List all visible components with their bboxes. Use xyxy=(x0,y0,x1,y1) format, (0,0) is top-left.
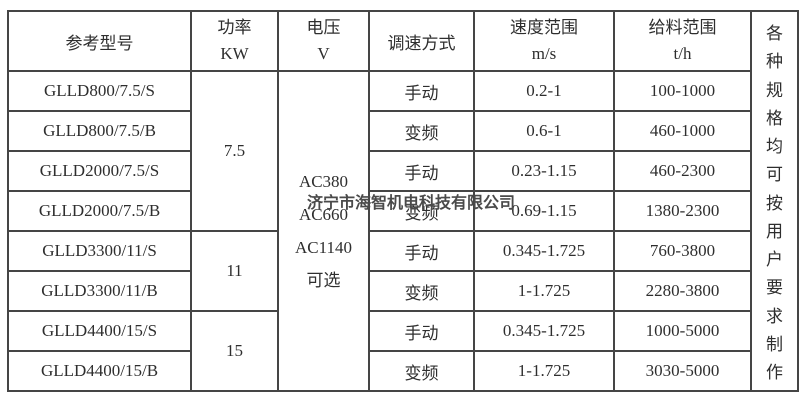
table-row: GLLD4400/15/S 15 手动 0.345-1.725 1000-500… xyxy=(7,310,798,392)
model-cell: GLLD3300/11/S xyxy=(7,230,192,272)
feed-cell: 3030-5000 xyxy=(613,350,752,392)
feed-cell: 1380-2300 xyxy=(613,190,752,232)
feed-cell: 760-3800 xyxy=(613,230,752,272)
voltage-cell: AC380 AC660 AC1140 可选 xyxy=(277,70,370,392)
mode-cell: 手动 xyxy=(368,150,475,192)
model-cell: GLLD4400/15/B xyxy=(7,350,192,392)
spec-table: 参考型号 功率 KW 电压 V 调速方式 速度范围 m/s 给料范围 t/h 各… xyxy=(7,10,799,392)
header-power: 功率 KW xyxy=(190,10,279,72)
power-group-cell: 7.5 xyxy=(190,70,279,232)
mode-cell: 变频 xyxy=(368,110,475,152)
header-speed-range: 速度范围 m/s xyxy=(473,10,615,72)
speed-cell: 0.69-1.15 xyxy=(473,190,615,232)
header-speed-range-unit: m/s xyxy=(531,44,557,63)
header-power-unit: KW xyxy=(220,44,249,63)
header-speed-range-label: 速度范围 xyxy=(510,18,578,37)
watermark-text: 济宁市海智机电科技有限公司 xyxy=(307,195,516,212)
power-group-cell: 15 xyxy=(190,310,279,392)
feed-cell: 1000-5000 xyxy=(613,310,752,352)
feed-cell: 460-1000 xyxy=(613,110,752,152)
model-cell: GLLD3300/11/B xyxy=(7,270,192,312)
header-speed-mode: 调速方式 xyxy=(368,10,475,72)
model-cell: GLLD2000/7.5/B xyxy=(7,190,192,232)
speed-cell: 1-1.725 xyxy=(473,350,615,392)
table-row: GLLD3300/11/B 变频 1-1.725 2280-3800 xyxy=(7,270,798,312)
table-row: GLLD3300/11/S 11 手动 0.345-1.725 760-3800 xyxy=(7,230,798,312)
speed-cell: 1-1.725 xyxy=(473,270,615,312)
header-power-label: 功率 xyxy=(217,18,252,37)
header-voltage-unit: V xyxy=(317,44,330,63)
header-feed-range-unit: t/h xyxy=(673,44,692,63)
feed-cell: 100-1000 xyxy=(613,70,752,112)
mode-cell: 手动 xyxy=(368,230,475,272)
mode-cell: 变频 xyxy=(368,350,475,392)
speed-cell: 0.345-1.725 xyxy=(473,310,615,352)
side-note: 各 种 规 格 均 可 按 用 户 要 求 制 作 xyxy=(766,24,783,382)
speed-cell: 0.2-1 xyxy=(473,70,615,112)
side-note-cell: 各 种 规 格 均 可 按 用 户 要 求 制 作 xyxy=(750,10,799,392)
table-row: GLLD2000/7.5/B 变频 0.69-1.15 1380-2300 xyxy=(7,190,798,232)
header-feed-range: 给料范围 t/h xyxy=(613,10,752,72)
feed-cell: 460-2300 xyxy=(613,150,752,192)
header-voltage: 电压 V xyxy=(277,10,370,72)
speed-cell: 0.345-1.725 xyxy=(473,230,615,272)
model-cell: GLLD800/7.5/S xyxy=(7,70,192,112)
power-group-cell: 11 xyxy=(190,230,279,312)
table-row: GLLD2000/7.5/S 手动 0.23-1.15 460-2300 xyxy=(7,150,798,192)
speed-cell: 0.6-1 xyxy=(473,110,615,152)
mode-cell: 变频 xyxy=(368,270,475,312)
mode-cell: 手动 xyxy=(368,310,475,352)
model-cell: GLLD2000/7.5/S xyxy=(7,150,192,192)
model-cell: GLLD800/7.5/B xyxy=(7,110,192,152)
header-model: 参考型号 xyxy=(7,10,192,72)
mode-cell: 变频 xyxy=(368,190,475,232)
table-row: GLLD4400/15/B 变频 1-1.725 3030-5000 xyxy=(7,350,798,392)
header-voltage-label: 电压 xyxy=(306,18,341,37)
table-row: GLLD800/7.5/S 7.5 AC380 AC660 AC1140 可选 … xyxy=(7,70,798,392)
speed-cell: 0.23-1.15 xyxy=(473,150,615,192)
model-cell: GLLD4400/15/S xyxy=(7,310,192,352)
header-feed-range-label: 给料范围 xyxy=(648,18,717,37)
mode-cell: 手动 xyxy=(368,70,475,112)
feed-cell: 2280-3800 xyxy=(613,270,752,312)
table-header-row: 参考型号 功率 KW 电压 V 调速方式 速度范围 m/s 给料范围 t/h 各… xyxy=(7,10,799,392)
table-row: GLLD800/7.5/B 变频 0.6-1 460-1000 xyxy=(7,110,798,152)
